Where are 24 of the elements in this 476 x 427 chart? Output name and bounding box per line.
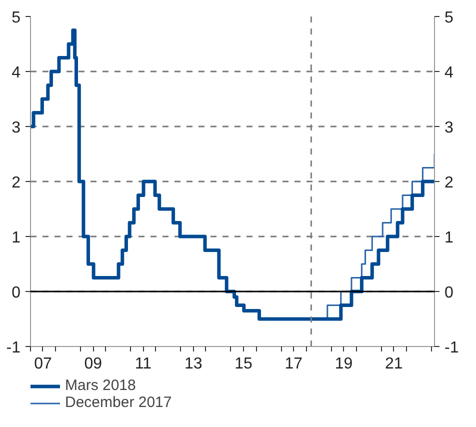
y-tick-label: 0 — [12, 284, 21, 302]
y2-tick-label: -1 — [444, 340, 459, 356]
y-tick-label: 2 — [12, 174, 21, 192]
y2-tick-label: 5 — [444, 10, 454, 26]
x-tick-label: 13 — [184, 356, 202, 372]
y2-tick-label: 2 — [444, 174, 454, 192]
y2-tick-label: 1 — [444, 230, 454, 246]
x-tick-label: 07 — [34, 356, 52, 372]
x-tick-label: 17 — [284, 356, 303, 372]
y2-tick-label: 3 — [444, 120, 454, 136]
y-tick-label: 3 — [12, 120, 21, 136]
y-tick-label: 5 — [12, 10, 21, 26]
x-tick-label: 15 — [234, 356, 252, 372]
x-tick-label: 11 — [134, 356, 152, 372]
legend-label: December 2017 — [65, 394, 172, 411]
y-tick-label: -1 — [6, 340, 21, 356]
y2-tick-label: 0 — [444, 284, 454, 302]
x-tick-label: 09 — [84, 356, 102, 372]
x-tick-label: 21 — [384, 356, 403, 372]
y-tick-label: 4 — [12, 64, 21, 82]
legend-label: Mars 2018 — [65, 377, 136, 394]
x-tick-label: 19 — [334, 356, 353, 372]
y-tick-label: 1 — [12, 230, 21, 246]
y2-tick-label: 4 — [444, 64, 454, 82]
